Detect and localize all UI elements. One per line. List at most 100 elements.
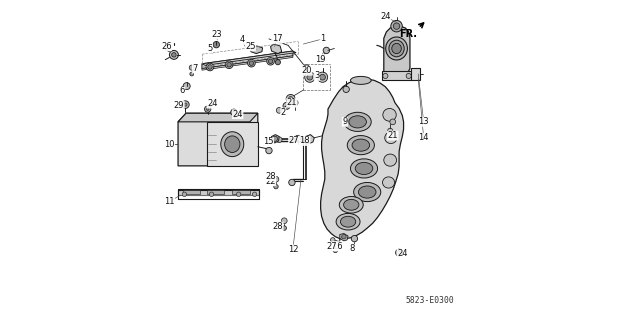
Circle shape [397, 251, 401, 254]
Circle shape [351, 235, 358, 242]
Circle shape [388, 128, 393, 133]
Text: 7: 7 [192, 64, 198, 73]
Ellipse shape [354, 182, 381, 202]
Circle shape [289, 97, 293, 101]
Circle shape [283, 102, 290, 109]
Text: 5823-E0300: 5823-E0300 [406, 296, 454, 305]
Polygon shape [411, 68, 420, 80]
Text: 29: 29 [173, 101, 184, 110]
Circle shape [236, 192, 241, 197]
Polygon shape [271, 135, 279, 143]
Circle shape [332, 240, 338, 246]
Circle shape [248, 59, 255, 67]
Text: 27: 27 [327, 242, 337, 251]
Text: 5: 5 [207, 44, 212, 53]
Circle shape [295, 135, 300, 140]
Ellipse shape [344, 199, 359, 210]
Bar [183, 190, 200, 194]
Circle shape [225, 61, 233, 69]
Ellipse shape [386, 37, 408, 60]
Circle shape [304, 65, 310, 70]
Ellipse shape [355, 162, 372, 174]
Polygon shape [178, 113, 258, 122]
Circle shape [172, 53, 176, 57]
Circle shape [249, 61, 253, 65]
Text: 4: 4 [239, 35, 244, 44]
Circle shape [286, 94, 295, 103]
Ellipse shape [351, 159, 378, 178]
Text: 17: 17 [271, 34, 282, 43]
Circle shape [252, 192, 257, 197]
Text: 28: 28 [265, 172, 276, 181]
Circle shape [182, 192, 187, 197]
Ellipse shape [221, 132, 244, 157]
Text: 13: 13 [419, 117, 429, 126]
Circle shape [330, 238, 335, 242]
Ellipse shape [336, 213, 360, 230]
Text: 18: 18 [300, 137, 310, 145]
Ellipse shape [209, 127, 236, 155]
Text: 26: 26 [161, 42, 172, 51]
Circle shape [190, 72, 194, 76]
Ellipse shape [213, 131, 232, 151]
Circle shape [292, 100, 298, 106]
Polygon shape [321, 79, 404, 239]
Circle shape [230, 109, 237, 115]
Bar [232, 190, 250, 194]
Ellipse shape [344, 112, 371, 131]
Ellipse shape [384, 154, 397, 166]
Circle shape [273, 176, 279, 182]
Circle shape [307, 74, 313, 80]
Circle shape [183, 83, 190, 90]
Circle shape [305, 72, 315, 82]
Text: 25: 25 [245, 42, 256, 51]
Polygon shape [207, 122, 258, 166]
Text: 20: 20 [301, 66, 312, 75]
Circle shape [317, 72, 328, 82]
Circle shape [273, 136, 278, 141]
Circle shape [276, 108, 282, 113]
Circle shape [207, 108, 209, 110]
Ellipse shape [340, 216, 356, 227]
Text: 24: 24 [207, 99, 218, 108]
Circle shape [268, 59, 273, 63]
Circle shape [205, 106, 211, 112]
Circle shape [394, 23, 400, 29]
Text: 15: 15 [263, 137, 273, 146]
Ellipse shape [385, 132, 397, 144]
Circle shape [189, 65, 195, 70]
Polygon shape [384, 26, 410, 77]
Circle shape [390, 119, 396, 125]
Text: 16: 16 [332, 242, 343, 251]
Text: 28: 28 [273, 222, 284, 231]
Text: 24: 24 [232, 110, 243, 119]
Ellipse shape [383, 108, 396, 121]
Circle shape [170, 50, 179, 59]
Text: 1: 1 [320, 34, 325, 43]
Circle shape [232, 111, 235, 114]
Circle shape [282, 226, 287, 230]
Ellipse shape [349, 116, 367, 128]
Text: 10: 10 [164, 140, 175, 149]
Text: 9: 9 [342, 117, 348, 126]
Circle shape [275, 60, 280, 65]
Circle shape [289, 179, 295, 186]
Text: 11: 11 [164, 197, 175, 206]
Circle shape [267, 57, 275, 65]
Polygon shape [178, 190, 259, 195]
Ellipse shape [352, 139, 370, 151]
Circle shape [343, 86, 349, 93]
Ellipse shape [351, 77, 371, 85]
Ellipse shape [392, 43, 401, 54]
Circle shape [406, 73, 412, 78]
Circle shape [333, 248, 337, 253]
Circle shape [274, 184, 278, 189]
Text: 12: 12 [287, 245, 298, 254]
Circle shape [209, 192, 214, 197]
Ellipse shape [339, 197, 364, 213]
Polygon shape [340, 234, 348, 241]
Circle shape [342, 234, 346, 239]
Circle shape [391, 20, 403, 32]
Circle shape [276, 137, 282, 143]
Text: 6: 6 [179, 86, 185, 95]
